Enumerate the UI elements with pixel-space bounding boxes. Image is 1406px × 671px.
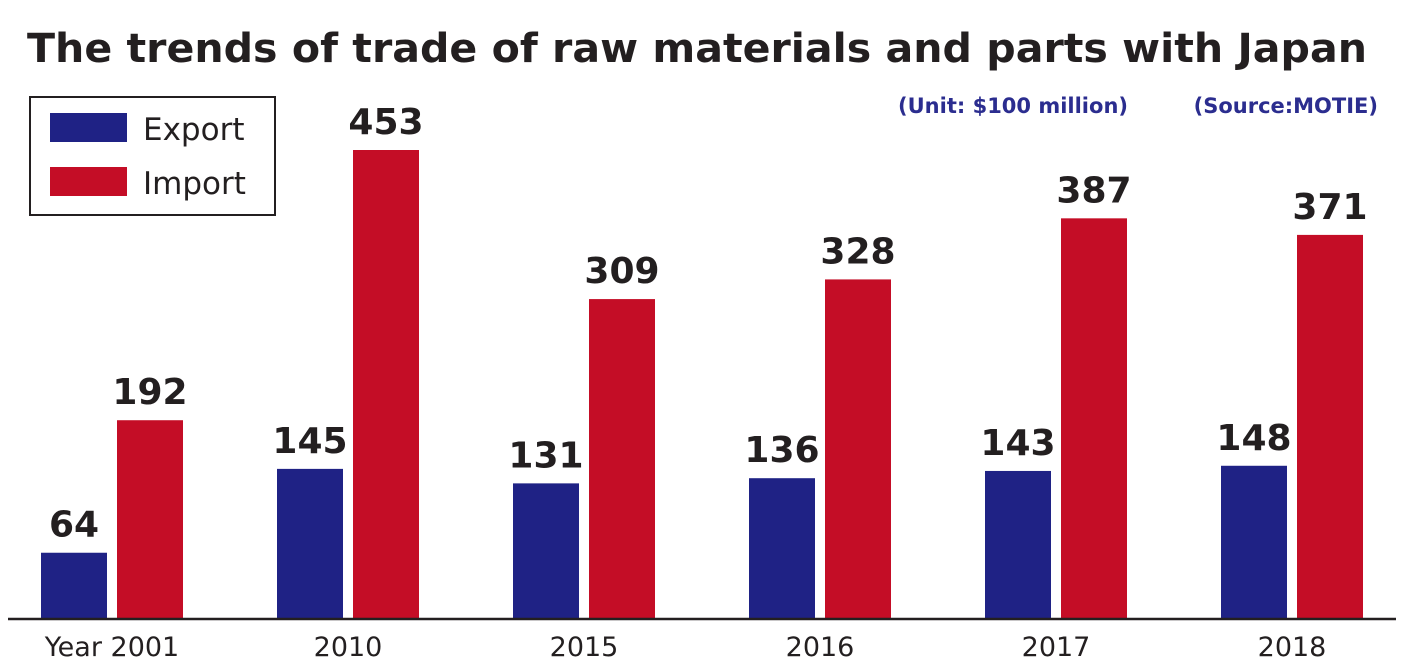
bar-import-4 [1061, 218, 1127, 620]
bar-import-5 [1297, 234, 1363, 619]
bar-export-0 [41, 552, 107, 619]
value-labels: 64 192 145 453 131 309 136 328 143 387 148 371 [49, 102, 1368, 546]
tick-label-4: 2017 [1022, 632, 1091, 663]
chart-title: The trends of trade of raw materials and… [27, 26, 1367, 72]
source-note: (Source:MOTIE) [1194, 94, 1378, 118]
bar-import-0 [117, 420, 183, 619]
bar-export-2 [513, 483, 579, 619]
legend: Export Import [29, 96, 276, 216]
bar-export-5 [1221, 465, 1287, 619]
value-label-export-2: 131 [508, 435, 583, 476]
legend-label-import: Import [143, 166, 246, 202]
bar-export-3 [749, 478, 815, 619]
value-label-import-5: 371 [1292, 187, 1367, 228]
legend-swatch-import [50, 167, 127, 196]
value-label-export-0: 64 [49, 505, 99, 546]
value-label-import-1: 453 [348, 102, 423, 143]
value-label-export-4: 143 [980, 423, 1055, 464]
bars [41, 150, 1363, 620]
legend-label-export: Export [143, 112, 244, 148]
bar-export-1 [277, 468, 343, 619]
tick-label-5: 2018 [1258, 632, 1327, 663]
value-label-import-0: 192 [112, 372, 187, 413]
value-label-export-5: 148 [1216, 418, 1291, 459]
value-label-import-2: 309 [584, 251, 659, 292]
value-label-import-4: 387 [1056, 170, 1131, 211]
x-axis-tick-labels: Year 2001 2010 2015 2016 2017 2018 [44, 632, 1327, 663]
tick-label-0: Year 2001 [44, 632, 179, 663]
unit-note: (Unit: $100 million) [898, 94, 1128, 118]
value-label-import-3: 328 [820, 231, 895, 272]
bar-import-2 [589, 299, 655, 619]
bar-import-3 [825, 279, 891, 619]
bar-import-1 [353, 150, 419, 619]
tick-label-2: 2015 [550, 632, 619, 663]
tick-label-1: 2010 [314, 632, 383, 663]
bar-export-4 [985, 470, 1051, 619]
value-label-export-1: 145 [272, 421, 347, 462]
legend-swatch-export [50, 113, 127, 142]
tick-label-3: 2016 [786, 632, 855, 663]
value-label-export-3: 136 [744, 430, 819, 471]
